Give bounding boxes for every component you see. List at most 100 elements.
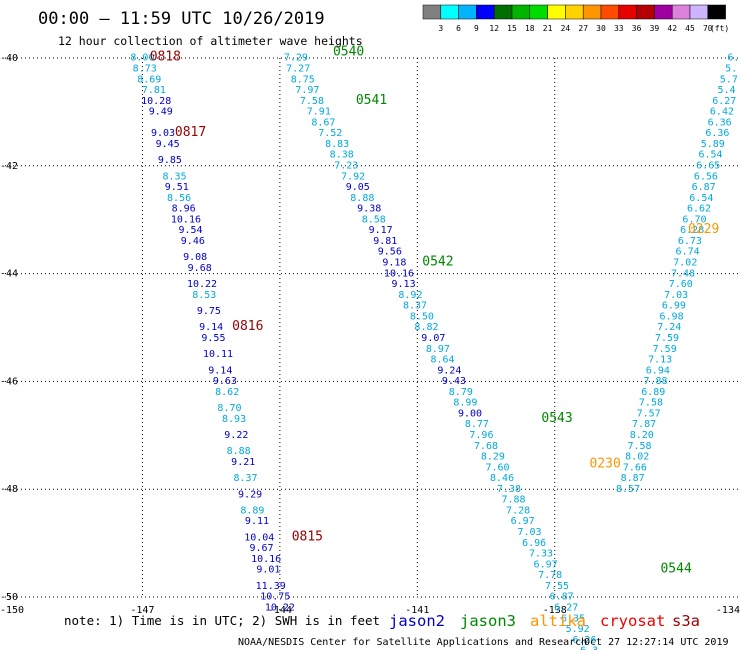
wave-height-point: 5.7 (720, 74, 738, 85)
wave-height-point: 8.35 (162, 171, 186, 182)
wave-height-point: 8.77 (465, 419, 489, 430)
wave-height-point: 6.56 (694, 171, 718, 182)
wave-height-point: 8.79 (449, 387, 473, 398)
wave-height-point: 9.67 (250, 543, 274, 554)
colorbar-label: 15 (507, 24, 517, 33)
x-tick-label: -144 (268, 605, 292, 616)
colorbar-label: 18 (525, 24, 535, 33)
wave-height-point: 9.14 (208, 365, 232, 376)
colorbar-label: 9 (474, 24, 479, 33)
colorbar-label: 36 (632, 24, 642, 33)
colorbar-swatch (582, 4, 602, 20)
wave-height-point: 7.13 (648, 355, 672, 366)
y-tick-label: -50 (0, 592, 18, 603)
wave-height-point: 7.57 (637, 408, 661, 419)
wave-height-point: 7.59 (655, 333, 679, 344)
wave-height-point: 7.58 (627, 441, 651, 452)
colorbar-swatch (618, 4, 637, 20)
wave-height-point: 8.56 (167, 193, 191, 204)
wave-height-point: 9.01 (256, 565, 280, 576)
wave-height-point: 8.58 (362, 214, 386, 225)
x-tick-label: -138 (543, 605, 567, 616)
wave-height-point: 8.37 (403, 301, 427, 312)
wave-height-point: 6.28 (680, 225, 704, 236)
colorbar-swatch (493, 4, 513, 20)
wave-height-point: 7.03 (664, 290, 688, 301)
wave-height-point: 10.75 (260, 592, 290, 603)
wave-height-point: 8.88 (350, 193, 374, 204)
satellite-legend-s3a: s3a (672, 612, 700, 630)
wave-height-point: 8.38 (330, 150, 354, 161)
wave-height-point: 8.73 (133, 63, 157, 74)
wave-height-point: 9.21 (231, 457, 255, 468)
pass-time-labels: 0818 0817 0816 0815 0540 0541 0542 0543 0544 0229… (150, 44, 720, 576)
colorbar-swatch (689, 4, 709, 20)
wave-height-point: 6. (727, 53, 739, 64)
wave-height-point: 8.75 (291, 74, 315, 85)
wave-height-point: 8.99 (453, 398, 477, 409)
wave-height-point: 7.59 (653, 344, 677, 355)
wave-height-point: 8.97 (426, 344, 450, 355)
colorbar-swatch (547, 4, 566, 20)
colorbar-swatch (636, 4, 655, 20)
wave-height-point: 9.63 (213, 376, 237, 387)
wave-height-point: 7.88 (643, 376, 667, 387)
wave-height-point: 6.87 (550, 592, 574, 603)
wave-height-point: 7.81 (142, 85, 166, 96)
wave-height-point: 8.92 (398, 290, 422, 301)
colorbar-swatch (476, 4, 495, 20)
x-tick-label: -150 (0, 605, 24, 616)
wave-height-point: 9.13 (392, 279, 416, 290)
wave-height-point: 10.22 (265, 602, 295, 613)
wave-height-point: 8.37 (233, 473, 257, 484)
wave-height-point: 9.56 (378, 247, 402, 258)
wave-height-point: 6.87 (692, 182, 716, 193)
wave-height-point: 9.68 (188, 263, 212, 274)
wave-height-point: 5. (725, 63, 737, 74)
colorbar-label: 24 (561, 24, 571, 33)
wave-height-point: 6.54 (689, 193, 713, 204)
colorbar-swatch (671, 4, 691, 20)
wave-height-point: 8.50 (410, 311, 434, 322)
wave-height-point: 6.70 (682, 214, 706, 225)
wave-height-point: 6.94 (646, 365, 670, 376)
pass-time-label: 0544 (660, 562, 691, 577)
wave-height-point: 11.39 (256, 581, 286, 592)
wave-height-point: 8.69 (137, 74, 161, 85)
wave-height-point: 9.81 (373, 236, 397, 247)
wave-height-point: 7.87 (632, 419, 656, 430)
wave-height-point: 9.14 (199, 322, 223, 333)
chart-subtitle: 12 hour collection of altimeter wave hei… (58, 34, 363, 48)
wave-height-point: 9.00 (458, 408, 482, 419)
satellite-legend: jason2 jason3 altika cryosat s3a (389, 612, 700, 630)
pass-time-label: 0817 (175, 125, 206, 140)
wave-height-point: 6.26 (572, 635, 596, 646)
wave-height-point: 9.07 (421, 333, 445, 344)
wave-height-point: 10.04 (244, 532, 274, 543)
wave-height-point: 7.24 (657, 322, 681, 333)
pass-time-label: 0543 (541, 411, 572, 426)
wave-height-point: 9.17 (369, 225, 393, 236)
wave-height-point: 10.28 (141, 96, 171, 107)
wave-height-point: 7.33 (529, 549, 553, 560)
colorbar-swatch (458, 4, 477, 20)
wave-height-point: 9.03 (151, 128, 175, 139)
wave-height-point: 7.38 (497, 484, 521, 495)
colorbar-unit: (ft) (710, 24, 729, 33)
colorbar-swatch (654, 4, 673, 20)
chart-title: 00:00 – 11:59 UTC 10/26/2019 (38, 9, 325, 29)
wave-height-point: 7.78 (538, 570, 562, 581)
colorbar-label: 42 (667, 24, 677, 33)
wave-height-point: 7.66 (623, 462, 647, 473)
wave-height-point: 9.24 (437, 365, 461, 376)
wave-height-point: 7.58 (639, 398, 663, 409)
colorbar-swatch (600, 4, 620, 20)
colorbar-label: 6 (456, 24, 461, 33)
colorbar-label: 30 (596, 24, 606, 33)
wave-height-point: 9.43 (442, 376, 466, 387)
x-tick-label: -147 (130, 605, 154, 616)
x-tick-label: -134 (716, 605, 740, 616)
wave-height-point: 9.54 (178, 225, 202, 236)
wave-height-point: 8.89 (240, 505, 264, 516)
wave-height-point: 8.57 (616, 484, 640, 495)
